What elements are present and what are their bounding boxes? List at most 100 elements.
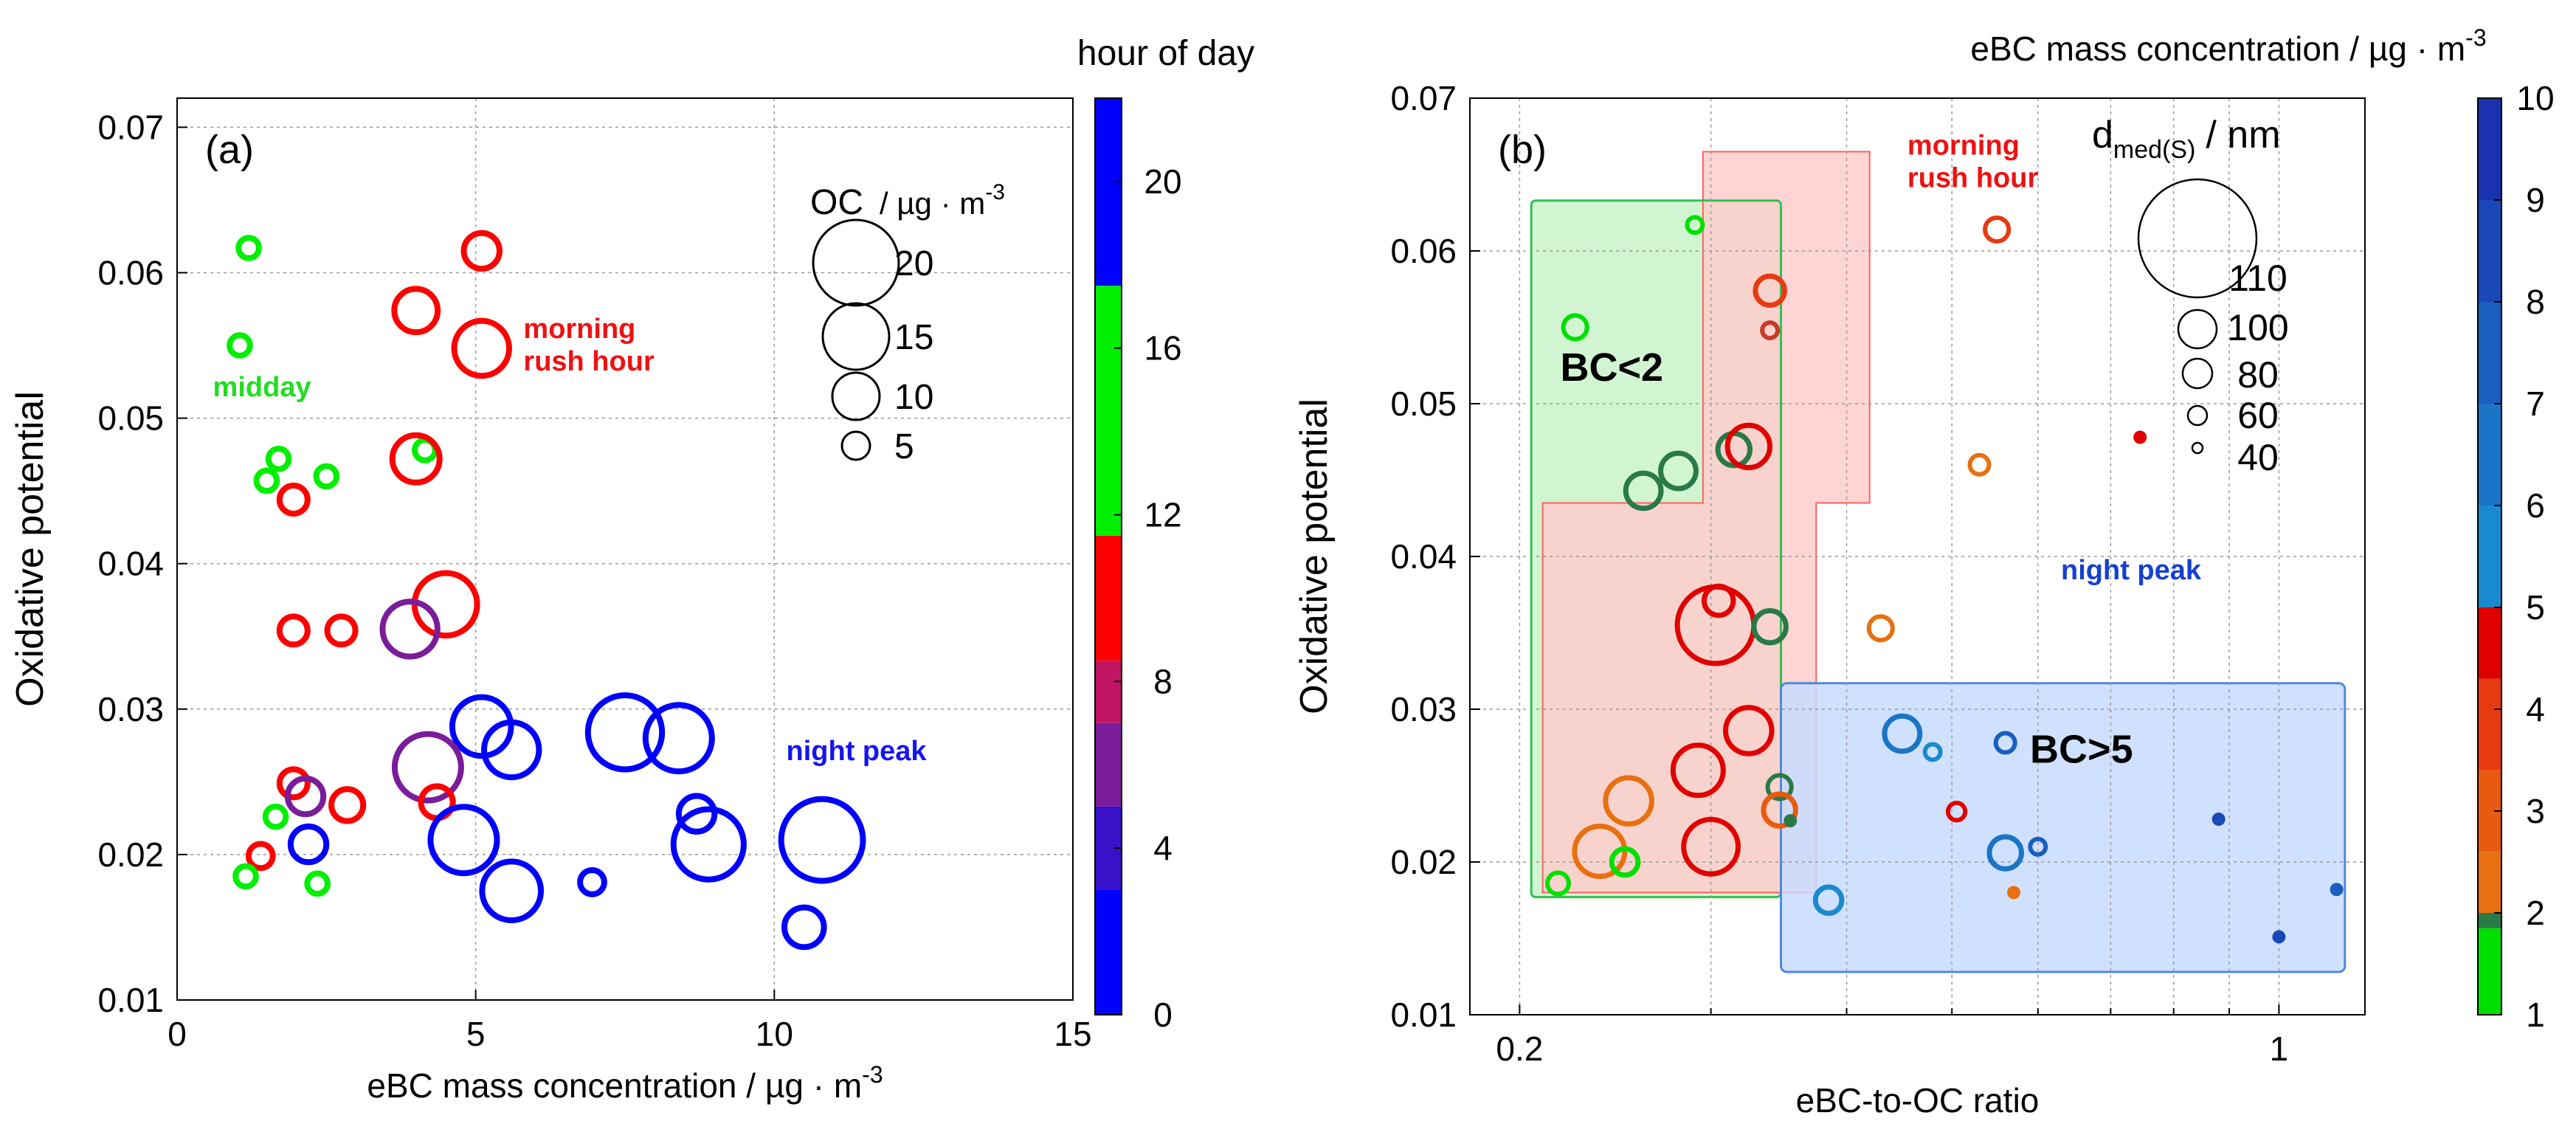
annotation-1: morning rush hour: [523, 314, 655, 377]
size-legend-label: 15: [894, 318, 933, 357]
y-tick-label: 0.04: [1390, 537, 1457, 576]
x-tick-label: 5: [466, 1015, 486, 1053]
size-legend: OC / µg · m-3 20 15 10 5: [810, 180, 1005, 466]
colorbar-tick-label: 7: [2526, 384, 2545, 423]
colorbar-segment: [1095, 286, 1122, 536]
data-point: [1623, 470, 1664, 511]
y-tick-label: 0.02: [1390, 843, 1457, 881]
data-point: [1882, 713, 1923, 754]
data-point: [1658, 450, 1699, 492]
data-point: [287, 823, 330, 866]
colorbar-tick-label: 4: [1153, 829, 1173, 867]
colorbar-segment: [2478, 607, 2501, 679]
annotation-line: midday: [213, 372, 311, 403]
data-point: [232, 863, 259, 890]
data-point: [1753, 273, 1787, 308]
data-point: [2007, 886, 2021, 900]
y-tick-label: 0.01: [1390, 996, 1457, 1034]
colorbar-tick-label: 5: [2526, 588, 2545, 627]
colorbar-segment: [2478, 302, 2501, 404]
colorbar-tick-label: 2: [2526, 894, 2545, 932]
panel-a: midday morning rush hour night peak 0 5 10 15 0.…: [9, 34, 1254, 1105]
size-legend-label: 80: [2237, 354, 2279, 396]
data-point: [265, 446, 292, 472]
annotation-line: morning: [1907, 131, 2020, 162]
data-point: [1545, 870, 1571, 897]
data-point: [1724, 422, 1772, 471]
annotation-line: night peak: [787, 736, 928, 767]
y-tick-label: 0.06: [1390, 232, 1457, 270]
colorbar-segment: [1095, 98, 1122, 286]
size-legend-label: 10: [894, 378, 933, 417]
data-point: [1945, 801, 1968, 823]
colorbar-tick-label: 16: [1144, 329, 1181, 368]
colorbar-segment: [1095, 535, 1122, 661]
colorbar-tick-label: 4: [2526, 690, 2545, 728]
data-point: [479, 858, 545, 923]
colorbar-segment: [2478, 506, 2501, 607]
colorbar: 0 4 8 12 16 20 hour of day: [1077, 34, 1254, 1034]
x-axis-label: eBC mass concentration / µg · m-3: [367, 1061, 883, 1105]
colorbar-frame: [2477, 97, 2502, 1015]
data-point: [449, 694, 514, 759]
y-tick-label: 0.03: [97, 690, 164, 728]
point-layer: [227, 230, 866, 951]
point-layer: [1545, 215, 2344, 944]
data-point: [284, 775, 327, 818]
y-tick-label: 0.03: [1390, 690, 1457, 728]
data-point: [1783, 814, 1798, 828]
colorbar-tick-label: 0: [1153, 996, 1173, 1034]
data-point: [276, 482, 311, 517]
data-point: [1723, 705, 1775, 756]
data-point: [262, 803, 289, 830]
data-point: [235, 235, 262, 261]
data-point: [1986, 834, 2024, 872]
data-point: [2028, 836, 2048, 857]
colorbar-title: hour of day: [1077, 34, 1254, 73]
data-point: [1761, 791, 1798, 829]
x-tick-label: 0.2: [1496, 1030, 1543, 1068]
annotation-2: night peak: [787, 736, 928, 767]
colorbar-segment: [1095, 889, 1122, 1015]
y-tick-label: 0.07: [1390, 79, 1457, 117]
data-point: [1603, 775, 1654, 827]
data-point: [276, 613, 311, 648]
grid: [1470, 98, 2365, 1015]
size-legend-label: 110: [2228, 258, 2287, 299]
x-axis-label: eBC-to-OC ratio: [1796, 1081, 2040, 1120]
data-point: [1812, 884, 1845, 917]
annotation-2: BC<2: [1560, 345, 1663, 390]
data-point: [2330, 883, 2344, 897]
y-tick-label: 0.02: [97, 835, 164, 874]
data-point: [1685, 215, 1705, 235]
data-point: [1681, 816, 1741, 877]
tick-layer: 0.2 1 0.01 0.02 0.03 0.04 0.05 0.06 0.07: [1390, 79, 2288, 1068]
data-point: [460, 230, 503, 272]
panel-title-text: eBC mass concentration / µg · m: [1970, 30, 2465, 68]
grid: [177, 98, 1073, 1000]
y-tick-label: 0.05: [1390, 384, 1457, 423]
x-axis-label-text: eBC mass concentration / µg · m: [367, 1066, 862, 1105]
tick-layer: 0 5 10 15 0.01 0.02 0.03 0.04 0.05 0.06 0.07: [97, 108, 1091, 1053]
data-point: [391, 286, 441, 336]
data-point: [577, 866, 607, 897]
data-point: [584, 692, 666, 773]
size-legend-swatch: [2181, 357, 2214, 390]
data-point: [2272, 930, 2286, 944]
y-axis-label: Oxidative potential: [1293, 399, 1336, 714]
data-point: [1983, 215, 2012, 244]
annotation-1: night peak: [2061, 555, 2202, 586]
x-tick-label: 0: [168, 1015, 187, 1053]
data-point: [1760, 320, 1781, 341]
annotation-0: midday: [213, 372, 311, 403]
size-legend-unit: / µg · m: [880, 186, 985, 221]
size-legend-swatch: [2177, 308, 2218, 350]
annotation-0: morning rush hour: [1907, 131, 2039, 194]
size-legend-swatch: [840, 430, 871, 461]
size-legend-unit-sup: -3: [985, 180, 1005, 204]
size-legend-title: OC / µg · m-3: [810, 180, 1005, 222]
data-point: [1609, 846, 1641, 878]
y-tick-label: 0.04: [97, 545, 164, 583]
